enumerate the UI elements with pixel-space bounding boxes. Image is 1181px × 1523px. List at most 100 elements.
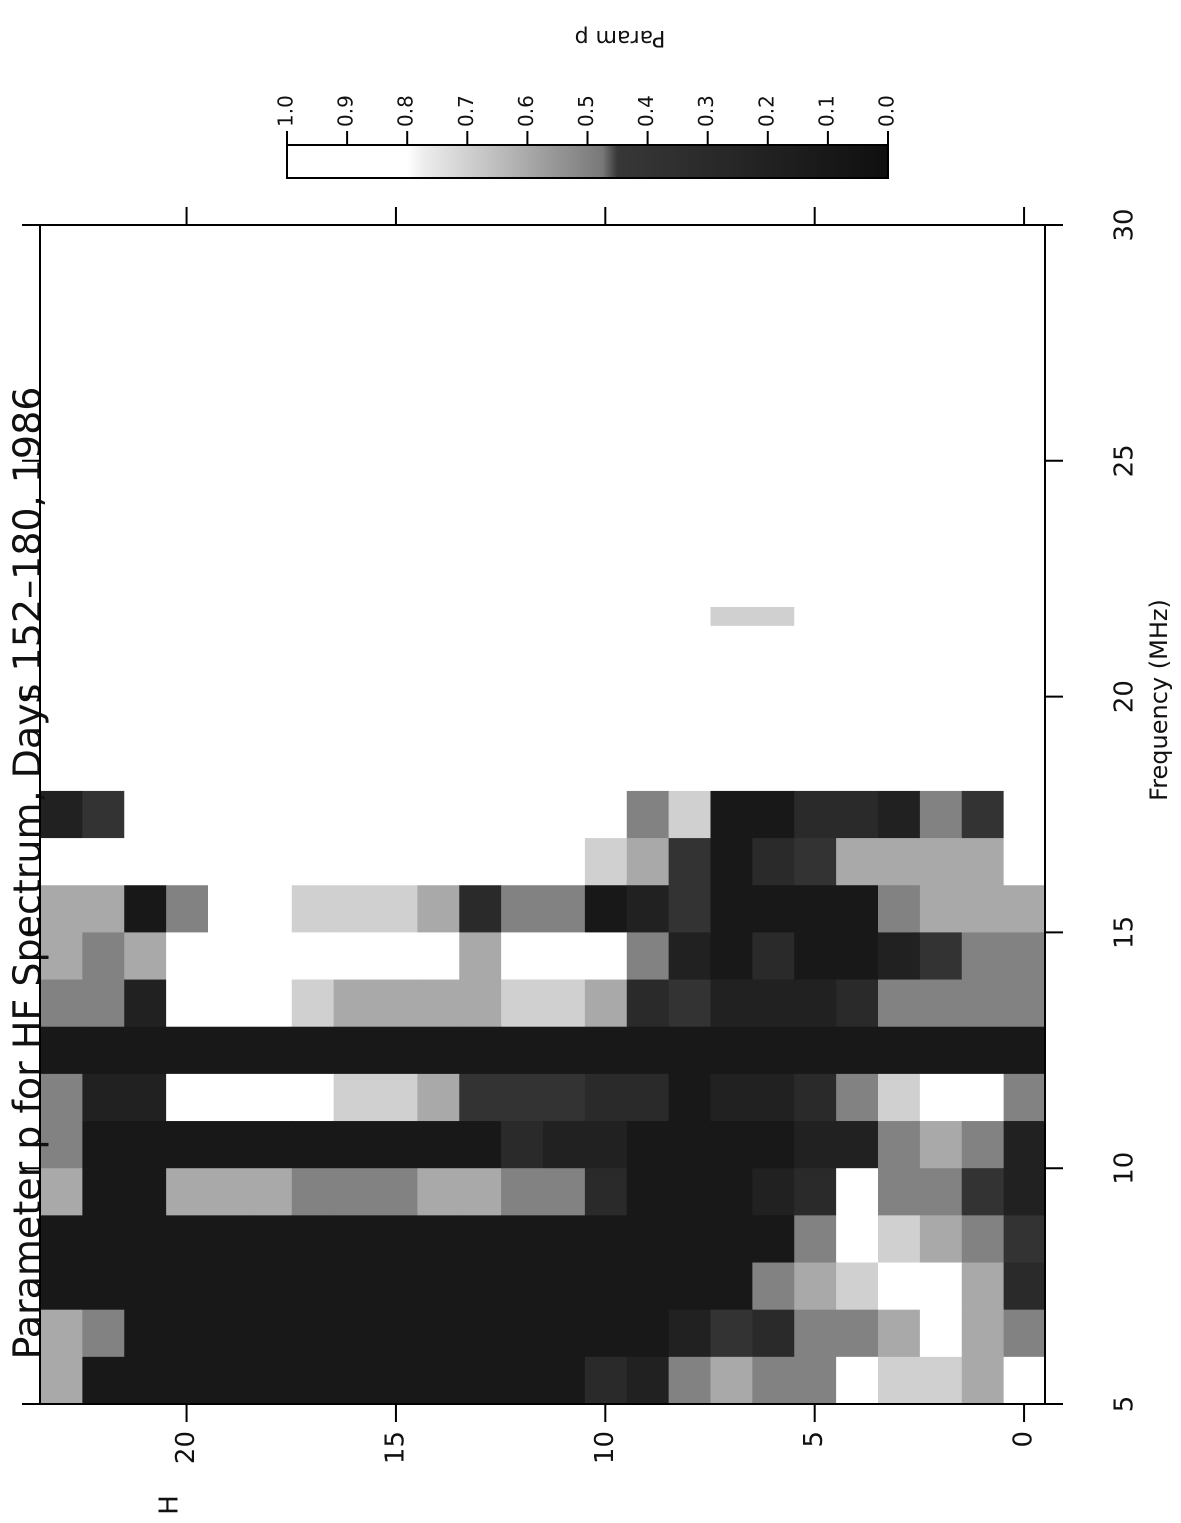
heat-cell: [165, 224, 208, 607]
heat-cell: [793, 1262, 837, 1310]
heat-cell: [40, 1356, 83, 1404]
heat-cell: [919, 931, 962, 980]
heat-cell: [458, 1356, 502, 1404]
heat-cell: [500, 1262, 543, 1310]
heat-cell: [542, 790, 585, 839]
heat-cell: [40, 931, 83, 980]
heat-cell: [458, 1262, 502, 1310]
y-tick-label: 20: [171, 1431, 201, 1464]
heat-cell: [1003, 979, 1046, 1027]
heat-cell: [1003, 837, 1046, 886]
heat-cell: [123, 625, 167, 791]
heat-cell: [1003, 224, 1046, 607]
heat-cell: [165, 979, 208, 1027]
heat-cell: [249, 224, 292, 607]
heat-cell: [333, 884, 376, 933]
heat-cell: [919, 606, 962, 626]
heat-cell: [333, 1073, 376, 1122]
heat-cell: [668, 1167, 711, 1216]
heat-cell: [542, 1167, 585, 1216]
heat-cell: [877, 1309, 920, 1357]
heat-cell: [751, 1309, 795, 1357]
heat-cell: [333, 1356, 376, 1404]
heat-cell: [291, 1214, 334, 1263]
colorbar-tick-label: 0.5: [574, 95, 598, 127]
heat-cell: [291, 837, 334, 886]
heat-cell: [626, 979, 669, 1027]
heat-cell: [710, 606, 753, 626]
heat-cell: [919, 979, 962, 1027]
heat-cell: [668, 884, 711, 933]
heat-cell: [626, 1309, 669, 1357]
heat-cell: [458, 1167, 502, 1216]
heat-cell: [751, 790, 795, 839]
heat-cell: [416, 1309, 460, 1357]
heat-cell: [751, 224, 795, 607]
heat-cell: [710, 625, 753, 791]
heat-cell: [123, 1026, 167, 1074]
heat-cell: [668, 1120, 711, 1169]
heat-cell: [123, 1120, 167, 1169]
heat-cell: [835, 224, 878, 607]
heat-cell: [375, 1214, 418, 1263]
heat-cell: [668, 931, 711, 980]
heat-cell: [877, 1214, 920, 1263]
heat-cell: [249, 979, 292, 1027]
heat-cell: [207, 1262, 250, 1310]
heat-cell: [835, 1167, 878, 1216]
heat-cell: [751, 1026, 795, 1074]
heat-cell: [81, 1262, 125, 1310]
heat-cell: [584, 979, 627, 1027]
heat-cell: [333, 1309, 376, 1357]
heat-cell: [751, 625, 795, 791]
heat-cell: [793, 1214, 837, 1263]
heat-cell: [793, 224, 837, 607]
heat-cell: [375, 224, 418, 607]
colorbar-label: Param p: [575, 25, 666, 50]
heat-cell: [584, 790, 627, 839]
heat-cell: [961, 1356, 1004, 1404]
heat-cell: [500, 1073, 543, 1122]
heat-cell: [793, 625, 837, 791]
heat-cell: [1003, 790, 1046, 839]
heat-cell: [710, 1309, 753, 1357]
heat-cell: [710, 979, 753, 1027]
heat-cell: [291, 1167, 334, 1216]
heat-cell: [81, 1356, 125, 1404]
heat-cell: [668, 837, 711, 886]
heat-cell: [961, 1309, 1004, 1357]
heat-cell: [961, 884, 1004, 933]
heat-cell: [249, 1262, 292, 1310]
heat-cell: [81, 224, 125, 607]
heat-cell: [500, 1214, 543, 1263]
heat-cell: [835, 625, 878, 791]
heat-cell: [416, 606, 460, 626]
colorbar-tick-label: 0.9: [334, 95, 358, 127]
heat-cell: [165, 1262, 208, 1310]
heat-cell: [751, 1356, 795, 1404]
y-axis-label: H: [155, 1495, 185, 1515]
heat-cell: [416, 1167, 460, 1216]
x-tick-label: 30: [1110, 208, 1140, 241]
heat-cell: [793, 837, 837, 886]
heat-cell: [375, 790, 418, 839]
heat-cell: [710, 1073, 753, 1122]
heat-cell: [710, 790, 753, 839]
x-tick-label: 5: [1110, 1396, 1140, 1413]
heat-cell: [291, 224, 334, 607]
heat-cell: [458, 1026, 502, 1074]
heatmap: [40, 224, 1046, 1404]
heat-cell: [542, 1309, 585, 1357]
heat-cell: [961, 1073, 1004, 1122]
heat-cell: [751, 1073, 795, 1122]
heat-cell: [165, 1073, 208, 1122]
heat-cell: [877, 606, 920, 626]
heat-cell: [249, 625, 292, 791]
heat-cell: [249, 1309, 292, 1357]
heat-cell: [375, 1309, 418, 1357]
heat-cell: [333, 1026, 376, 1074]
heat-cell: [375, 884, 418, 933]
colorbar-tick-label: 0.8: [394, 95, 418, 127]
heat-cell: [751, 1214, 795, 1263]
heat-cell: [584, 625, 627, 791]
